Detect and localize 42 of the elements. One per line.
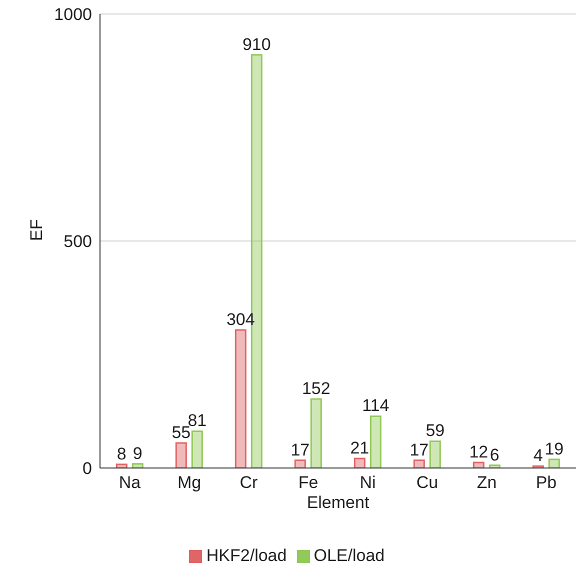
x-tick-label: Zn [476, 473, 497, 492]
y-tick-label: 500 [64, 232, 92, 252]
bar [488, 464, 500, 468]
bar [472, 462, 484, 468]
data-label: 19 [544, 439, 564, 458]
bar [310, 398, 322, 468]
legend-label: OLE/load [314, 546, 385, 565]
bar [354, 458, 366, 468]
data-label: 17 [290, 440, 310, 460]
y-tick-label: 0 [82, 459, 92, 478]
data-label: 152 [302, 378, 330, 398]
data-label: 910 [242, 34, 271, 54]
data-label: 17 [410, 440, 429, 460]
data-label: 6 [490, 445, 500, 464]
x-tick-label: Ni [360, 473, 376, 492]
bar [370, 415, 382, 468]
x-tick-label: Cr [240, 473, 258, 492]
data-label: 59 [426, 421, 445, 440]
data-label: 8 [116, 444, 126, 464]
y-tick-label: 1000 [54, 5, 92, 24]
bar [413, 460, 425, 468]
x-tick-label: Na [118, 473, 142, 492]
x-tick-label: Mg [177, 473, 202, 492]
data-label: 12 [469, 442, 488, 462]
bar [234, 329, 246, 468]
data-label: 114 [362, 396, 390, 416]
data-label: 9 [132, 444, 142, 463]
data-label: 4 [533, 446, 543, 466]
legend-label: HKF2/load [206, 546, 287, 565]
bar [191, 430, 203, 468]
x-axis-title: Element [306, 493, 370, 512]
bar [132, 463, 144, 468]
x-tick-label: Pb [536, 473, 557, 492]
bar [116, 464, 128, 468]
x-tick-label: Fe [298, 473, 318, 492]
bar [175, 442, 187, 468]
y-axis-title: EF [27, 219, 46, 241]
x-tick-label: Cu [416, 473, 438, 492]
data-label: 21 [350, 438, 370, 458]
bar [294, 460, 306, 468]
bar [429, 440, 441, 468]
bar [548, 458, 560, 468]
